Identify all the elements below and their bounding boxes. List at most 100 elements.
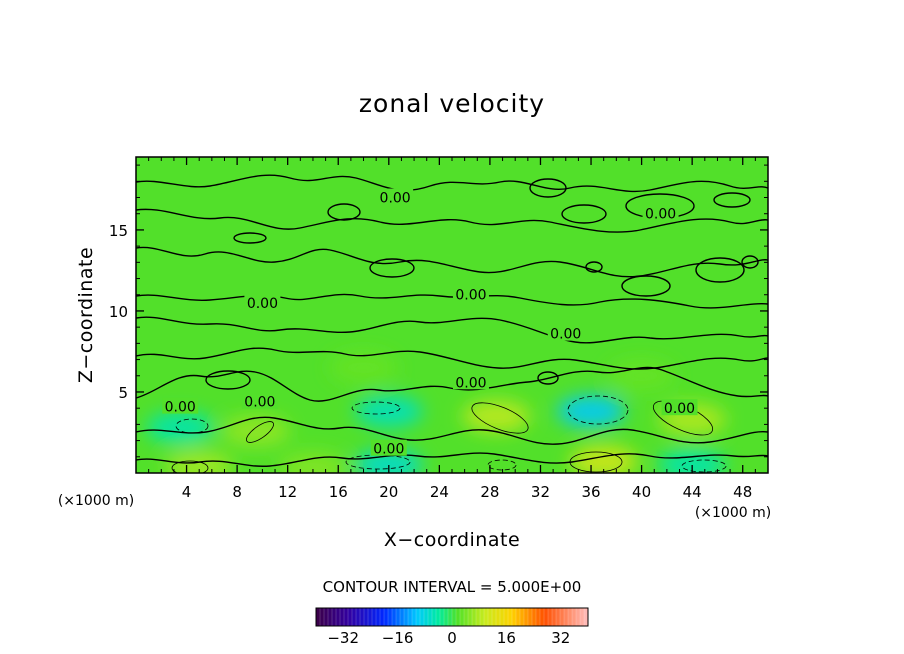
contour-label-bg (642, 204, 679, 221)
x-axis-label: X−coordinate (384, 529, 520, 551)
chart-title: zonal velocity (359, 89, 545, 118)
colorbar-cell (376, 608, 381, 626)
contour-cell (681, 459, 727, 473)
y-tick-label: 10 (109, 303, 128, 321)
contour-cell (246, 421, 274, 443)
colorbar-cell (496, 608, 501, 626)
contour-cell (233, 232, 267, 244)
contour-cell (487, 459, 517, 471)
field-anomaly (165, 450, 234, 473)
colorbar-cell (540, 608, 545, 626)
colorbar-cell (488, 608, 493, 626)
colorbar-cell (324, 608, 329, 626)
y-tick-label: 15 (109, 222, 128, 240)
field-anomaly (658, 448, 727, 473)
field-anomaly (146, 411, 215, 444)
colorbar-cell (580, 608, 585, 626)
colorbar-cell (356, 608, 361, 626)
colorbar-cell (416, 608, 421, 626)
field-anomaly (557, 395, 626, 428)
contour-cell (585, 261, 603, 273)
colorbar-cell (536, 608, 541, 626)
contour-cell (537, 371, 559, 385)
contour-label: 0.00 (664, 401, 695, 417)
x-tick-label: 12 (278, 483, 297, 501)
x-tick-label: 48 (733, 483, 752, 501)
colorbar-cell (532, 608, 537, 626)
contour-label: 0.00 (645, 207, 676, 223)
contour-label: 0.00 (373, 442, 404, 458)
contour-line (136, 293, 768, 309)
colorbar-cell (432, 608, 437, 626)
contour-line (136, 347, 768, 370)
colorbar-cell (440, 608, 445, 626)
contour-label-bg (162, 397, 199, 414)
colorbar-cell (544, 608, 549, 626)
colorbar-frame (315, 607, 589, 627)
colorbar-cell (584, 608, 589, 626)
contour-line (136, 246, 768, 278)
colorbar-cell (412, 608, 417, 626)
colorbar-cell (352, 608, 357, 626)
colorbar-tick-label: 32 (551, 629, 570, 647)
colorbar-cell (552, 608, 557, 626)
colorbar-cell (484, 608, 489, 626)
colorbar-cell (344, 608, 349, 626)
x-tick-label: 44 (683, 483, 702, 501)
field-anomaly (329, 351, 398, 384)
contour-cell (567, 395, 629, 425)
contour-label: 0.00 (247, 296, 278, 312)
colorbar-cell (444, 608, 449, 626)
colorbar-cell (360, 608, 365, 626)
contour-line (136, 316, 768, 344)
colorbar-cell (388, 608, 393, 626)
colorbar-cell (368, 608, 373, 626)
contour-interval-text: CONTOUR INTERVAL = 5.000E+00 (323, 578, 582, 596)
colorbar-cell (420, 608, 425, 626)
colorbar-cell (332, 608, 337, 626)
contour-label-bg (452, 373, 489, 390)
contour-cell (529, 178, 567, 198)
x-tick-label: 4 (182, 483, 192, 501)
colorbar-cell (380, 608, 385, 626)
contour-cell (561, 204, 607, 224)
field-anomaly (354, 395, 423, 428)
y-axis-label: Z−coordinate (75, 247, 97, 383)
colorbar-tick-label: 0 (447, 629, 457, 647)
x-tick-label: 32 (531, 483, 550, 501)
colorbar-cell (524, 608, 529, 626)
contour-cell (351, 401, 401, 415)
field-anomaly (607, 359, 676, 392)
colorbar-cell (500, 608, 505, 626)
colorbar-tick-label: 16 (497, 629, 516, 647)
colorbar-cell (476, 608, 481, 626)
colorbar-cell (468, 608, 473, 626)
colorbar-cell (404, 608, 409, 626)
colorbar-cell (576, 608, 581, 626)
colorbar-cell (348, 608, 353, 626)
contour-label-bg (661, 399, 698, 416)
colorbar-cell (436, 608, 441, 626)
contour-cell (471, 402, 529, 434)
x-tick-label: 40 (632, 483, 651, 501)
x-tick-label: 24 (430, 483, 449, 501)
contour-line (136, 416, 768, 445)
colorbar-cell (396, 608, 401, 626)
x-tick-label: 16 (329, 483, 348, 501)
contour-label-bg (377, 188, 414, 205)
colorbar-cell (556, 608, 561, 626)
colorbar-cell (408, 608, 413, 626)
colorbar-cell (464, 608, 469, 626)
contour-label-bg (452, 285, 489, 302)
y-tick-label: 5 (118, 384, 128, 402)
colorbar-cell (400, 608, 405, 626)
colorbar-cell (384, 608, 389, 626)
colorbar-cell (564, 608, 569, 626)
colorbar-cell (340, 608, 345, 626)
contour-label-bg (241, 392, 278, 409)
contour-line (136, 366, 768, 402)
contour-line (136, 452, 768, 467)
colorbar-tick-label: −32 (327, 629, 359, 647)
colorbar-cell (320, 608, 325, 626)
contour-cell (205, 370, 251, 390)
